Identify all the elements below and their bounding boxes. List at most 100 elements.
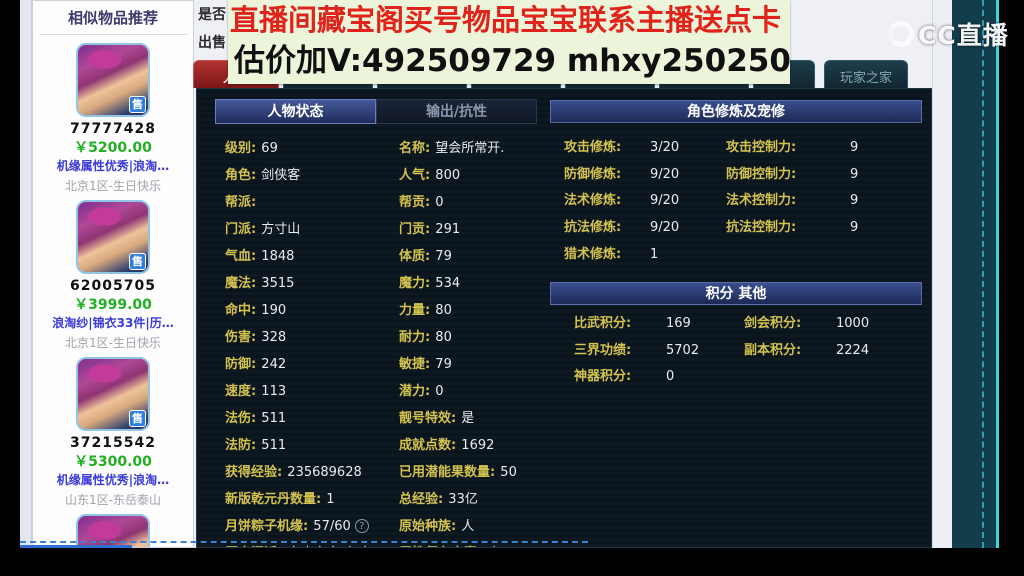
stat-value: 113 [261,384,287,399]
stat-value: 235689628 [287,465,362,480]
character-avatar[interactable]: 售 [76,200,150,274]
stat-value: 0 [435,195,444,210]
table-row: 伤害: 328? 耐力: 80 [225,322,553,349]
stat-label: 总经验: [399,492,444,507]
item-price: ￥5300.00 [74,454,152,470]
stat-value: 534 [435,276,461,291]
stat-label: 副本积分: [744,342,802,358]
stat-value: 80 [435,330,452,345]
stat-value: 人 [461,519,475,534]
table-row: 级别: 69? 名称: 望会所常开. [225,133,553,160]
stat-value: 511 [261,411,287,426]
sale-badge: 售 [129,96,146,113]
sidebar-title: 相似物品推荐 [67,9,158,27]
stat-value: 3/20 [650,140,680,155]
stat-value: 0 [435,384,444,399]
sidebar-item-list: 售 77777428 ￥5200.00 机缘属性优秀|浪淘… 北京1区-生日快乐… [33,35,193,547]
stat-value: 69 [261,141,278,156]
stat-value: 9/20 [650,193,680,209]
table-row: 帮派: ? 帮贡: 0 [225,187,553,214]
stat-value: 1848 [261,249,295,264]
stat-label: 伤害: [225,330,257,345]
stat-value [836,364,922,391]
stat-value: 511 [261,438,287,453]
stat-label: 门派: [225,222,257,237]
table-row: 三界功绩: 5702 副本积分: 2224 [550,338,922,365]
form-label-2: 出售 [198,35,226,51]
stat-value: 剑侠客 [261,168,301,183]
stream-promo-banner: 直播间藏宝阁买号物品宝宝联系主播送点卡 估价加V:492509729 mhxy2… [228,0,790,84]
divider [39,34,187,35]
stat-value: 9 [850,193,859,209]
item-id: 62005705 [70,278,156,294]
scrollbar-track[interactable] [932,0,952,548]
stat-value: 1692 [461,438,495,453]
stat-value: 169 [666,316,691,331]
form-label-1: 是否 [198,7,226,23]
stat-value: 291 [435,222,461,237]
stat-value: 方寸山 [261,222,301,237]
table-row: 猎术修炼: 1 [550,242,922,269]
item-server: 北京1区-生日快乐 [65,179,161,193]
stat-label: 剑会积分: [744,316,802,331]
table-row: 历史门派: 大唐官府,方寸? 属性保存方案: 魔 [225,538,553,547]
stat-value: 190 [261,303,287,318]
stat-label: 历史门派: [225,546,282,547]
stat-label: 法伤: [225,411,257,426]
stat-value: 2224 [836,342,870,358]
stat-value: 328 [261,330,287,345]
table-row: 新版乾元丹数量: 1? 总经验: 33亿 [225,484,553,511]
stat-label: 敏捷: [399,357,431,372]
list-item[interactable]: 售 37215542 ￥5300.00 机缘属性优秀|浪淘… 山东1区-东岳泰山 [33,349,193,507]
table-row: 法伤: 511? 靓号特效: 是 [225,403,553,430]
cc-live-watermark: CC直播 [888,16,1009,52]
stat-label: 魔力: [399,276,431,291]
stat-value: 0 [666,369,675,385]
item-description-link[interactable]: 浪淘纱|锦衣33件|历… [52,316,174,330]
stat-label [726,242,850,269]
stat-value: 9 [850,140,859,155]
score-header: 积分 其他 [550,282,922,305]
list-item[interactable]: 售 77777428 ￥5200.00 机缘属性优秀|浪淘… 北京1区-生日快乐 [33,35,193,193]
stat-label: 防御: [225,357,257,372]
stat-value: 9/20 [650,220,680,236]
table-row: 魔法: 3515? 魔力: 534 [225,268,553,295]
stat-label: 防御控制力: [726,166,797,182]
item-price: ￥5200.00 [74,140,152,156]
item-server: 山东1区-东岳泰山 [65,493,161,507]
stat-label: 速度: [225,384,257,399]
stat-label: 法防: [225,438,257,453]
stat-label: 门贡: [399,222,431,237]
stat-label: 抗法控制力: [726,220,797,236]
stat-label: 获得经验: [225,465,283,480]
stat-value: 望会所常开. [435,141,505,156]
item-description-link[interactable]: 机缘属性优秀|浪淘… [56,473,170,487]
character-avatar[interactable]: 售 [76,357,150,431]
subtab-output-resist[interactable]: 输出/抗性 [376,99,537,124]
stat-label: 成就点数: [399,438,457,453]
stat-value: 9/20 [650,166,680,182]
stat-label: 抗法修炼: [564,220,622,236]
character-avatar[interactable]: 售 [76,43,150,117]
selection-solid-line [20,545,132,548]
character-detail-panel: 人物状态 输出/抗性 角色修炼及宠修 级别: 69? 名称: 望会所常开. 角色… [196,88,932,548]
list-item[interactable]: 售 62005705 ￥3999.00 浪淘纱|锦衣33件|历… 北京1区-生日… [33,192,193,350]
table-row: 门派: 方寸山? 门贡: 291 [225,214,553,241]
stat-label: 属性保存方案: [399,546,482,547]
stat-label: 魔法: [225,276,257,291]
stat-label: 攻击修炼: [564,140,622,155]
stat-label: 气血: [225,249,257,264]
item-description-link[interactable]: 机缘属性优秀|浪淘… [56,159,170,173]
stat-label: 耐力: [399,330,431,345]
stat-value [850,242,922,269]
tab-player-home[interactable]: 玩家之家 [824,60,908,88]
stream-side-decoration [952,0,996,548]
question-circle-icon[interactable]: ? [354,519,369,533]
stat-label [744,364,836,391]
stat-label: 级别: [225,141,257,156]
cultivation-table: 攻击修炼: 3/20 攻击控制力: 9 防御修炼: 9/20 防御控制力: 9 … [550,135,922,268]
stat-value: 50 [500,465,517,480]
subtab-character-status[interactable]: 人物状态 [215,99,376,124]
table-row: 命中: 190? 力量: 80 [225,295,553,322]
table-row: 法术修炼: 9/20 法术控制力: 9 [550,188,922,215]
